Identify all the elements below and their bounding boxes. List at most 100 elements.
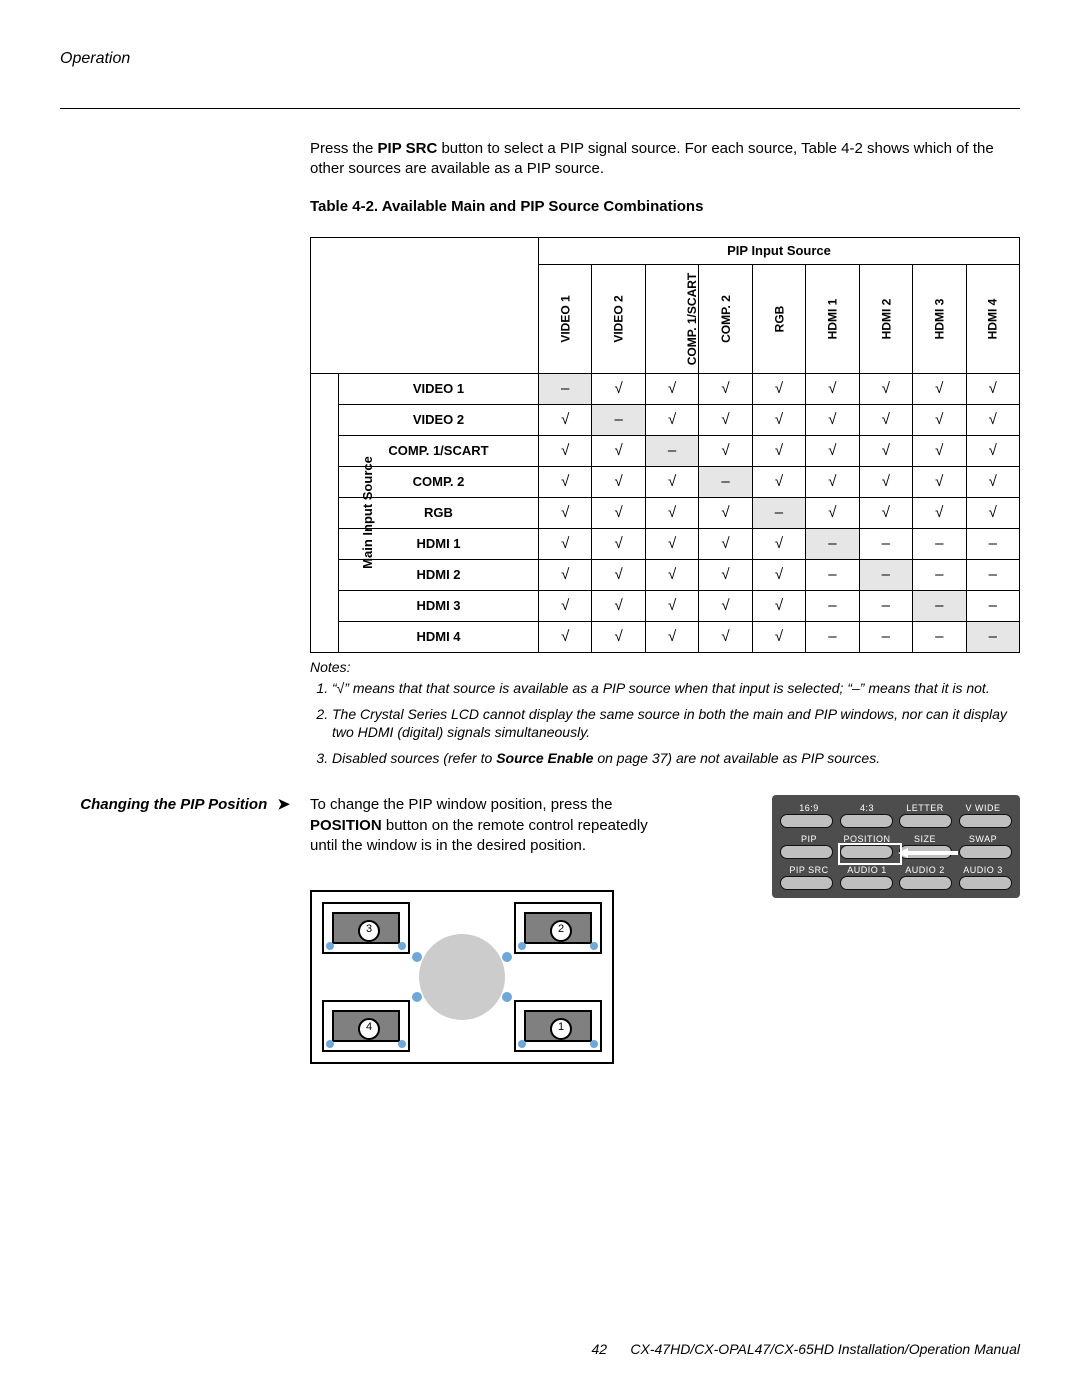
pos-num-4: 4 bbox=[358, 1018, 380, 1040]
table-cell: √ bbox=[539, 528, 592, 559]
remote-diagram: 16:94:3LETTERV WIDE PIPPOSITIONSIZESWAP … bbox=[772, 795, 1020, 898]
table-cell: – bbox=[859, 528, 912, 559]
table-cell: √ bbox=[592, 621, 645, 652]
table-cell: √ bbox=[752, 404, 805, 435]
table-cell: – bbox=[913, 528, 966, 559]
col-header: HDMI 1 bbox=[806, 264, 859, 373]
main-header: Main Input Source bbox=[311, 373, 339, 652]
table-cell: √ bbox=[539, 466, 592, 497]
table-cell: – bbox=[645, 435, 698, 466]
table-cell: √ bbox=[913, 373, 966, 404]
side-heading: Changing the PIP Position ➤ bbox=[60, 795, 290, 815]
table-cell: √ bbox=[806, 373, 859, 404]
col-header: HDMI 4 bbox=[966, 264, 1020, 373]
table-cell: √ bbox=[539, 590, 592, 621]
table-cell: √ bbox=[966, 435, 1020, 466]
table-cell: √ bbox=[699, 497, 752, 528]
remote-button bbox=[840, 876, 893, 890]
table-cell: – bbox=[806, 590, 859, 621]
table-cell: √ bbox=[966, 373, 1020, 404]
row-header: HDMI 3 bbox=[339, 590, 539, 621]
table-cell: √ bbox=[806, 404, 859, 435]
note-item: “√” means that that source is available … bbox=[332, 679, 1020, 697]
table-cell: √ bbox=[645, 466, 698, 497]
pip-pos-2: 2 bbox=[514, 902, 602, 954]
table-cell: √ bbox=[592, 373, 645, 404]
table-cell: √ bbox=[645, 528, 698, 559]
table-caption: Table 4-2. Available Main and PIP Source… bbox=[310, 198, 1020, 215]
remote-label: PIP bbox=[780, 834, 838, 844]
side-body: To change the PIP window position, press… bbox=[310, 795, 660, 856]
side-body-bold: POSITION bbox=[310, 817, 382, 834]
remote-label: AUDIO 2 bbox=[896, 865, 954, 875]
table-cell: – bbox=[806, 528, 859, 559]
col-header: VIDEO 1 bbox=[539, 264, 592, 373]
table-cell: √ bbox=[859, 435, 912, 466]
table-cell: √ bbox=[539, 435, 592, 466]
remote-label: LETTER bbox=[896, 803, 954, 813]
table-cell: √ bbox=[699, 404, 752, 435]
table-cell: √ bbox=[752, 559, 805, 590]
col-header: RGB bbox=[752, 264, 805, 373]
remote-button bbox=[959, 845, 1012, 859]
arrow-icon bbox=[898, 848, 908, 858]
table-cell: – bbox=[859, 559, 912, 590]
table-cell: √ bbox=[859, 373, 912, 404]
footer-title: CX-47HD/CX-OPAL47/CX-65HD Installation/O… bbox=[630, 1341, 1020, 1357]
table-cell: √ bbox=[752, 621, 805, 652]
remote-label: V WIDE bbox=[954, 803, 1012, 813]
table-cell: – bbox=[752, 497, 805, 528]
col-header: COMP. 2 bbox=[699, 264, 752, 373]
remote-label: AUDIO 1 bbox=[838, 865, 896, 875]
table-cell: √ bbox=[752, 590, 805, 621]
table-cell: √ bbox=[592, 497, 645, 528]
remote-button bbox=[840, 814, 893, 828]
table-cell: √ bbox=[645, 621, 698, 652]
table-cell: √ bbox=[699, 528, 752, 559]
table-cell: √ bbox=[645, 497, 698, 528]
table-cell: – bbox=[966, 590, 1020, 621]
remote-label: 4:3 bbox=[838, 803, 896, 813]
table-cell: √ bbox=[699, 373, 752, 404]
table-cell: – bbox=[806, 559, 859, 590]
table-cell: √ bbox=[752, 528, 805, 559]
pip-pos-3: 3 bbox=[322, 902, 410, 954]
table-cell: – bbox=[699, 466, 752, 497]
table-cell: √ bbox=[592, 590, 645, 621]
table-cell: – bbox=[539, 373, 592, 404]
table-cell: √ bbox=[539, 497, 592, 528]
table-cell: √ bbox=[592, 559, 645, 590]
col-header: VIDEO 2 bbox=[592, 264, 645, 373]
highlight-box bbox=[838, 843, 902, 865]
table-cell: – bbox=[592, 404, 645, 435]
table-cell: – bbox=[859, 590, 912, 621]
section-header: Operation bbox=[60, 50, 1020, 68]
col-header: COMP. 1/SCART bbox=[645, 264, 698, 373]
remote-label: SIZE bbox=[896, 834, 954, 844]
table-cell: √ bbox=[752, 373, 805, 404]
pip-pos-4: 4 bbox=[322, 1000, 410, 1052]
remote-button bbox=[959, 876, 1012, 890]
table-cell: √ bbox=[699, 559, 752, 590]
arrow-icon: ➤ bbox=[277, 796, 290, 813]
table-cell: √ bbox=[592, 435, 645, 466]
table-cell: √ bbox=[966, 497, 1020, 528]
table-cell: √ bbox=[645, 590, 698, 621]
note-item: The Crystal Series LCD cannot display th… bbox=[332, 705, 1020, 741]
intro-pre: Press the bbox=[310, 140, 378, 157]
center-circle bbox=[419, 934, 505, 1020]
table-cell: √ bbox=[539, 621, 592, 652]
table-cell: √ bbox=[859, 466, 912, 497]
table-cell: √ bbox=[645, 559, 698, 590]
table-cell: √ bbox=[913, 466, 966, 497]
table-cell: √ bbox=[966, 404, 1020, 435]
table-cell: √ bbox=[752, 435, 805, 466]
remote-label: PIP SRC bbox=[780, 865, 838, 875]
notes-label: Notes: bbox=[310, 659, 1020, 675]
table-cell: – bbox=[966, 559, 1020, 590]
table-cell: √ bbox=[539, 404, 592, 435]
remote-button bbox=[780, 876, 833, 890]
pip-pos-1: 1 bbox=[514, 1000, 602, 1052]
remote-button bbox=[959, 814, 1012, 828]
table-cell: √ bbox=[752, 466, 805, 497]
